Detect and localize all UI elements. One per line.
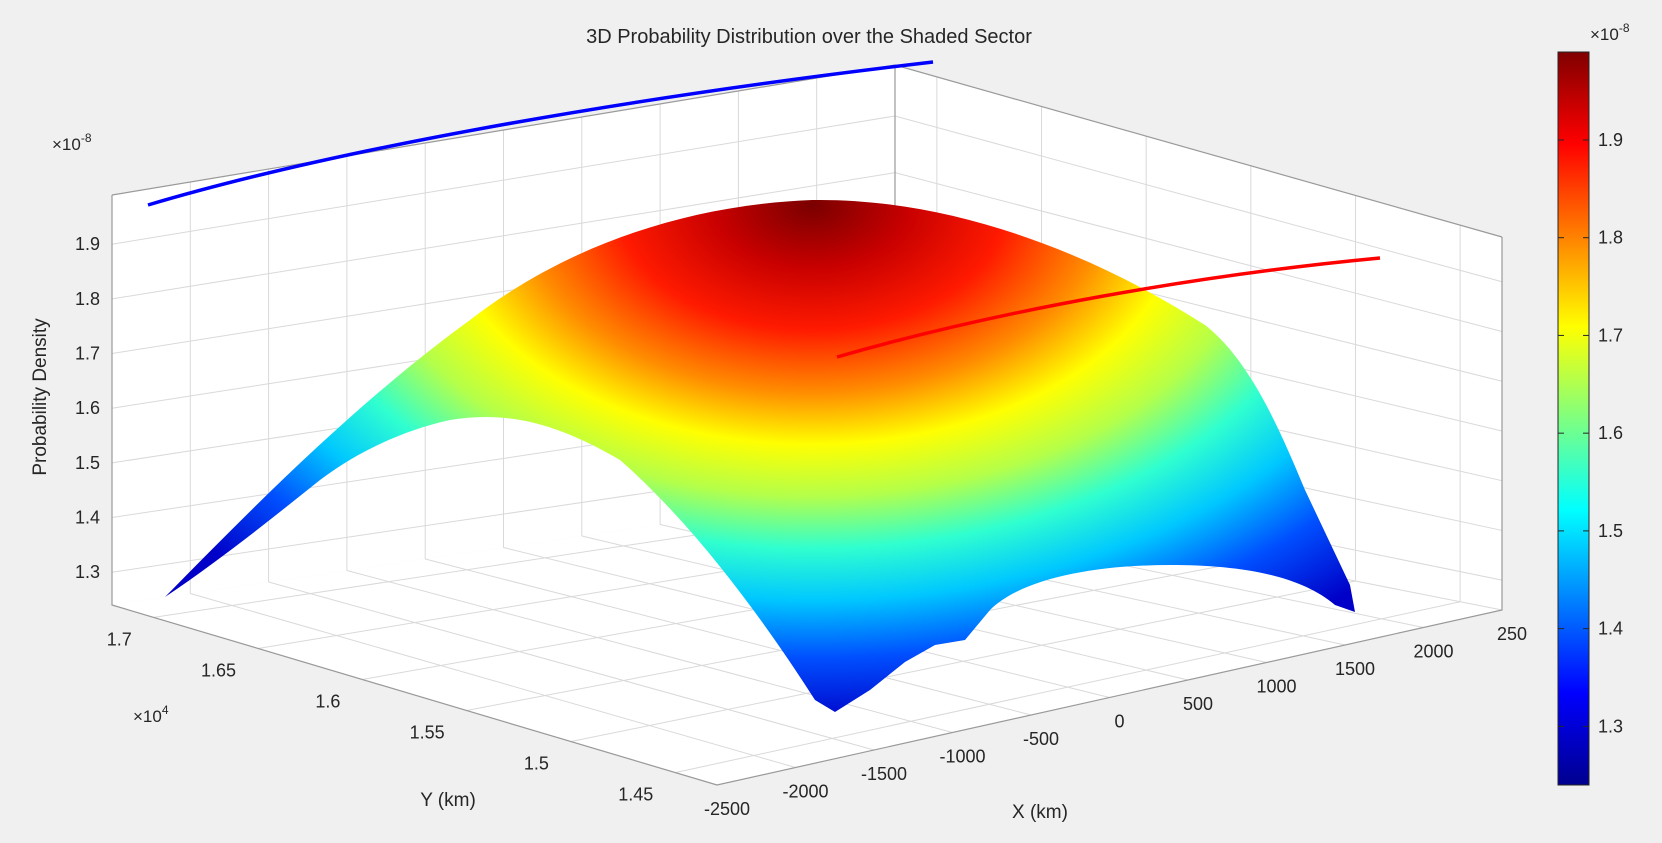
colorbar-tick-label: 1.4 bbox=[1598, 619, 1623, 639]
z-axis-label: Probability Density bbox=[30, 318, 51, 476]
y-axis-label: Y (km) bbox=[420, 790, 476, 811]
colorbar-ticks: 1.3 1.4 1.5 1.6 1.7 1.8 1.9 bbox=[1558, 130, 1623, 736]
curves bbox=[147, 60, 1381, 359]
y-axis-multiplier: ×104 bbox=[133, 703, 169, 726]
z-tick-label: 1.3 bbox=[75, 562, 100, 582]
colorbar-tick-label: 1.9 bbox=[1598, 130, 1623, 150]
y-tick-label: 1.7 bbox=[107, 629, 132, 649]
y-tick-label: 1.55 bbox=[410, 723, 445, 743]
x-tick-label: -1500 bbox=[861, 764, 907, 784]
y-tick-label: 1.5 bbox=[524, 754, 549, 774]
colorbar-tick-label: 1.5 bbox=[1598, 521, 1623, 541]
probability-surface bbox=[165, 199, 1355, 712]
x-tick-label: -2500 bbox=[704, 799, 750, 819]
surface-patch bbox=[165, 199, 1355, 712]
z-tick-label: 1.5 bbox=[75, 453, 100, 473]
y-tick-label: 1.65 bbox=[201, 660, 236, 680]
blue-curve bbox=[147, 60, 934, 207]
red-curve bbox=[836, 256, 1381, 359]
colorbar-tick-label: 1.3 bbox=[1598, 716, 1623, 736]
colorbar-tick-label: 1.6 bbox=[1598, 423, 1623, 443]
x-tick-label: 2000 bbox=[1413, 642, 1453, 662]
z-tick-label: 1.9 bbox=[75, 234, 100, 254]
z-axis-multiplier: ×10-8 bbox=[52, 131, 92, 154]
x-tick-label: 1500 bbox=[1335, 659, 1375, 679]
x-tick-label: 0 bbox=[1114, 712, 1124, 732]
z-tick-label: 1.4 bbox=[75, 508, 100, 528]
x-tick-label: -2000 bbox=[782, 782, 828, 802]
x-axis-label: X (km) bbox=[1012, 802, 1068, 823]
y-axis-ticks: 1.45 1.5 1.55 1.6 1.65 1.7 bbox=[107, 629, 654, 804]
z-tick-label: 1.7 bbox=[75, 344, 100, 364]
z-axis-ticks: 1.3 1.4 1.5 1.6 1.7 1.8 1.9 bbox=[75, 234, 100, 582]
x-tick-label: 500 bbox=[1183, 694, 1213, 714]
colorbar-tick-label: 1.7 bbox=[1598, 325, 1623, 345]
x-tick-label: -1000 bbox=[939, 747, 985, 767]
x-tick-label: -500 bbox=[1023, 729, 1059, 749]
x-axis-ticks: -2500 -2000 -1500 -1000 -500 0 500 1000 1500 2000… bbox=[704, 624, 1527, 819]
colorbar: 1.3 1.4 1.5 1.6 1.7 1.8 1.9 ×10-8 bbox=[1557, 21, 1630, 786]
colorbar-tick-label: 1.8 bbox=[1598, 228, 1623, 248]
colorbar-multiplier: ×10-8 bbox=[1590, 21, 1630, 44]
y-tick-label: 1.6 bbox=[315, 691, 340, 711]
colorbar-gradient bbox=[1557, 51, 1590, 786]
z-tick-label: 1.8 bbox=[75, 289, 100, 309]
x-tick-label: 1000 bbox=[1256, 677, 1296, 697]
chart-title: 3D Probability Distribution over the Sha… bbox=[586, 26, 1032, 48]
z-tick-label: 1.6 bbox=[75, 398, 100, 418]
x-tick-label: 250 bbox=[1497, 624, 1527, 644]
y-tick-label: 1.45 bbox=[618, 785, 653, 805]
